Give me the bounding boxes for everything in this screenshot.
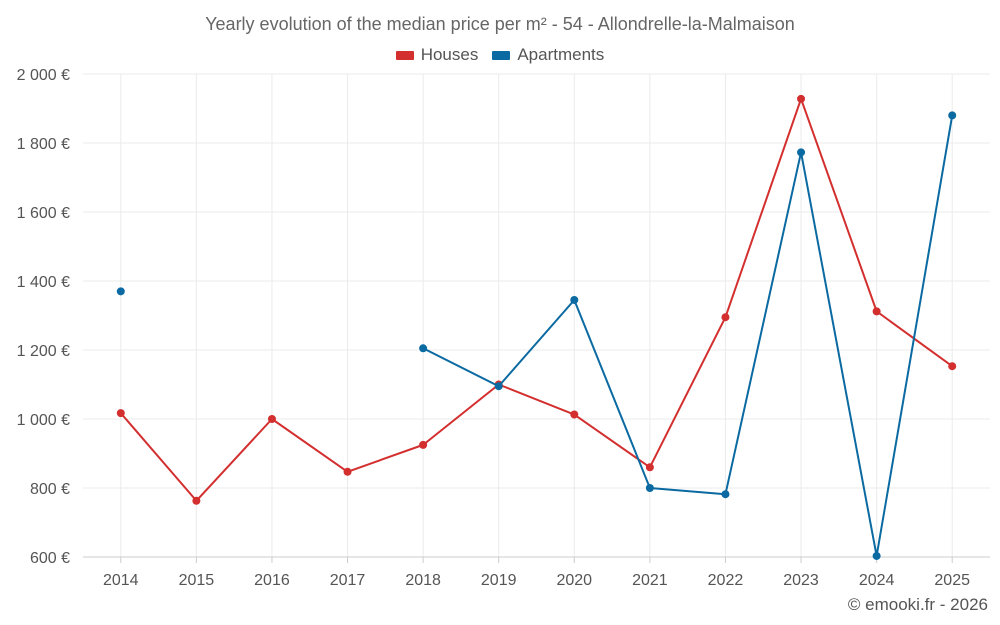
y-tick-label: 800 € xyxy=(30,481,70,498)
data-point-apartments xyxy=(645,484,654,492)
legend-label-houses: Houses xyxy=(420,45,479,64)
legend-item-apartments[interactable]: Apartments xyxy=(492,45,604,65)
data-point-apartments xyxy=(494,382,503,391)
y-tick-label: 1 000 € xyxy=(17,412,70,429)
chart-title: Yearly evolution of the median price per… xyxy=(205,14,795,34)
series-line-apartments xyxy=(422,115,954,557)
data-point-apartments xyxy=(948,111,957,120)
legend-swatch-apartments xyxy=(492,50,511,60)
data-point-houses xyxy=(797,94,806,103)
data-point-houses xyxy=(267,415,276,423)
legend-item-houses[interactable]: Houses xyxy=(395,45,479,65)
data-point-houses xyxy=(116,409,125,418)
data-point-apartments xyxy=(116,287,125,296)
data-point-apartments xyxy=(570,295,579,304)
y-tick-label: 600 € xyxy=(30,550,70,567)
x-tick-label: 2023 xyxy=(783,572,819,589)
data-point-apartments xyxy=(872,551,881,560)
x-tick-label: 2017 xyxy=(330,572,366,589)
data-point-houses xyxy=(721,313,730,322)
y-tick-label: 1 800 € xyxy=(17,136,70,153)
x-tick-label: 2021 xyxy=(632,572,668,589)
x-tick-label: 2014 xyxy=(103,572,139,589)
data-point-houses xyxy=(872,307,881,316)
data-point-apartments xyxy=(797,148,806,157)
y-tick-label: 2 000 € xyxy=(17,67,70,84)
y-tick-label: 1 200 € xyxy=(17,343,70,360)
data-point-apartments xyxy=(419,344,428,353)
x-tick-label: 2025 xyxy=(934,572,970,589)
legend-label-apartments: Apartments xyxy=(517,45,605,64)
data-point-houses xyxy=(645,463,654,472)
data-point-houses xyxy=(343,467,352,476)
data-point-houses xyxy=(419,440,428,449)
chart-legend: Houses Apartments xyxy=(0,45,1000,65)
x-tick-label: 2020 xyxy=(556,572,592,589)
x-tick-label: 2016 xyxy=(254,572,290,589)
data-point-apartments xyxy=(721,490,730,499)
x-tick-label: 2015 xyxy=(179,572,215,589)
credit-text: © emooki.fr - 2026 xyxy=(847,595,988,614)
data-point-houses xyxy=(570,410,579,419)
x-tick-label: 2019 xyxy=(481,572,517,589)
data-point-houses xyxy=(948,362,957,371)
x-tick-label: 2024 xyxy=(859,572,895,589)
x-tick-label: 2022 xyxy=(708,572,744,589)
x-tick-label: 2018 xyxy=(405,572,441,589)
y-tick-label: 1 600 € xyxy=(17,205,70,222)
y-tick-label: 1 400 € xyxy=(17,274,70,291)
series-line-houses xyxy=(120,97,953,502)
data-point-houses xyxy=(192,496,201,505)
legend-swatch-houses xyxy=(395,50,414,60)
